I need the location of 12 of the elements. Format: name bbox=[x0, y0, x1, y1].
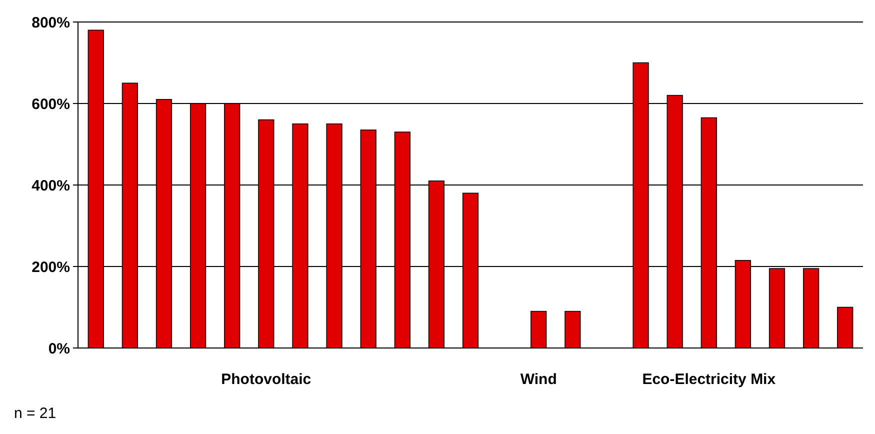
x-tick-label: Eco-Electricity Mix bbox=[642, 371, 776, 388]
y-tick-label: 0% bbox=[48, 340, 70, 358]
x-tick-label: Photovoltaic bbox=[221, 371, 312, 388]
text: n = 21 bbox=[14, 405, 56, 422]
bar bbox=[837, 306, 854, 348]
y-tick-label: 200% bbox=[32, 258, 70, 276]
y-tick-label: 600% bbox=[32, 96, 70, 113]
y-tick-label: 400% bbox=[32, 177, 70, 194]
bar bbox=[564, 310, 581, 348]
x-tick-label: Wind bbox=[520, 371, 557, 388]
bar bbox=[530, 310, 547, 348]
y-tick-label: 800% bbox=[32, 14, 70, 32]
